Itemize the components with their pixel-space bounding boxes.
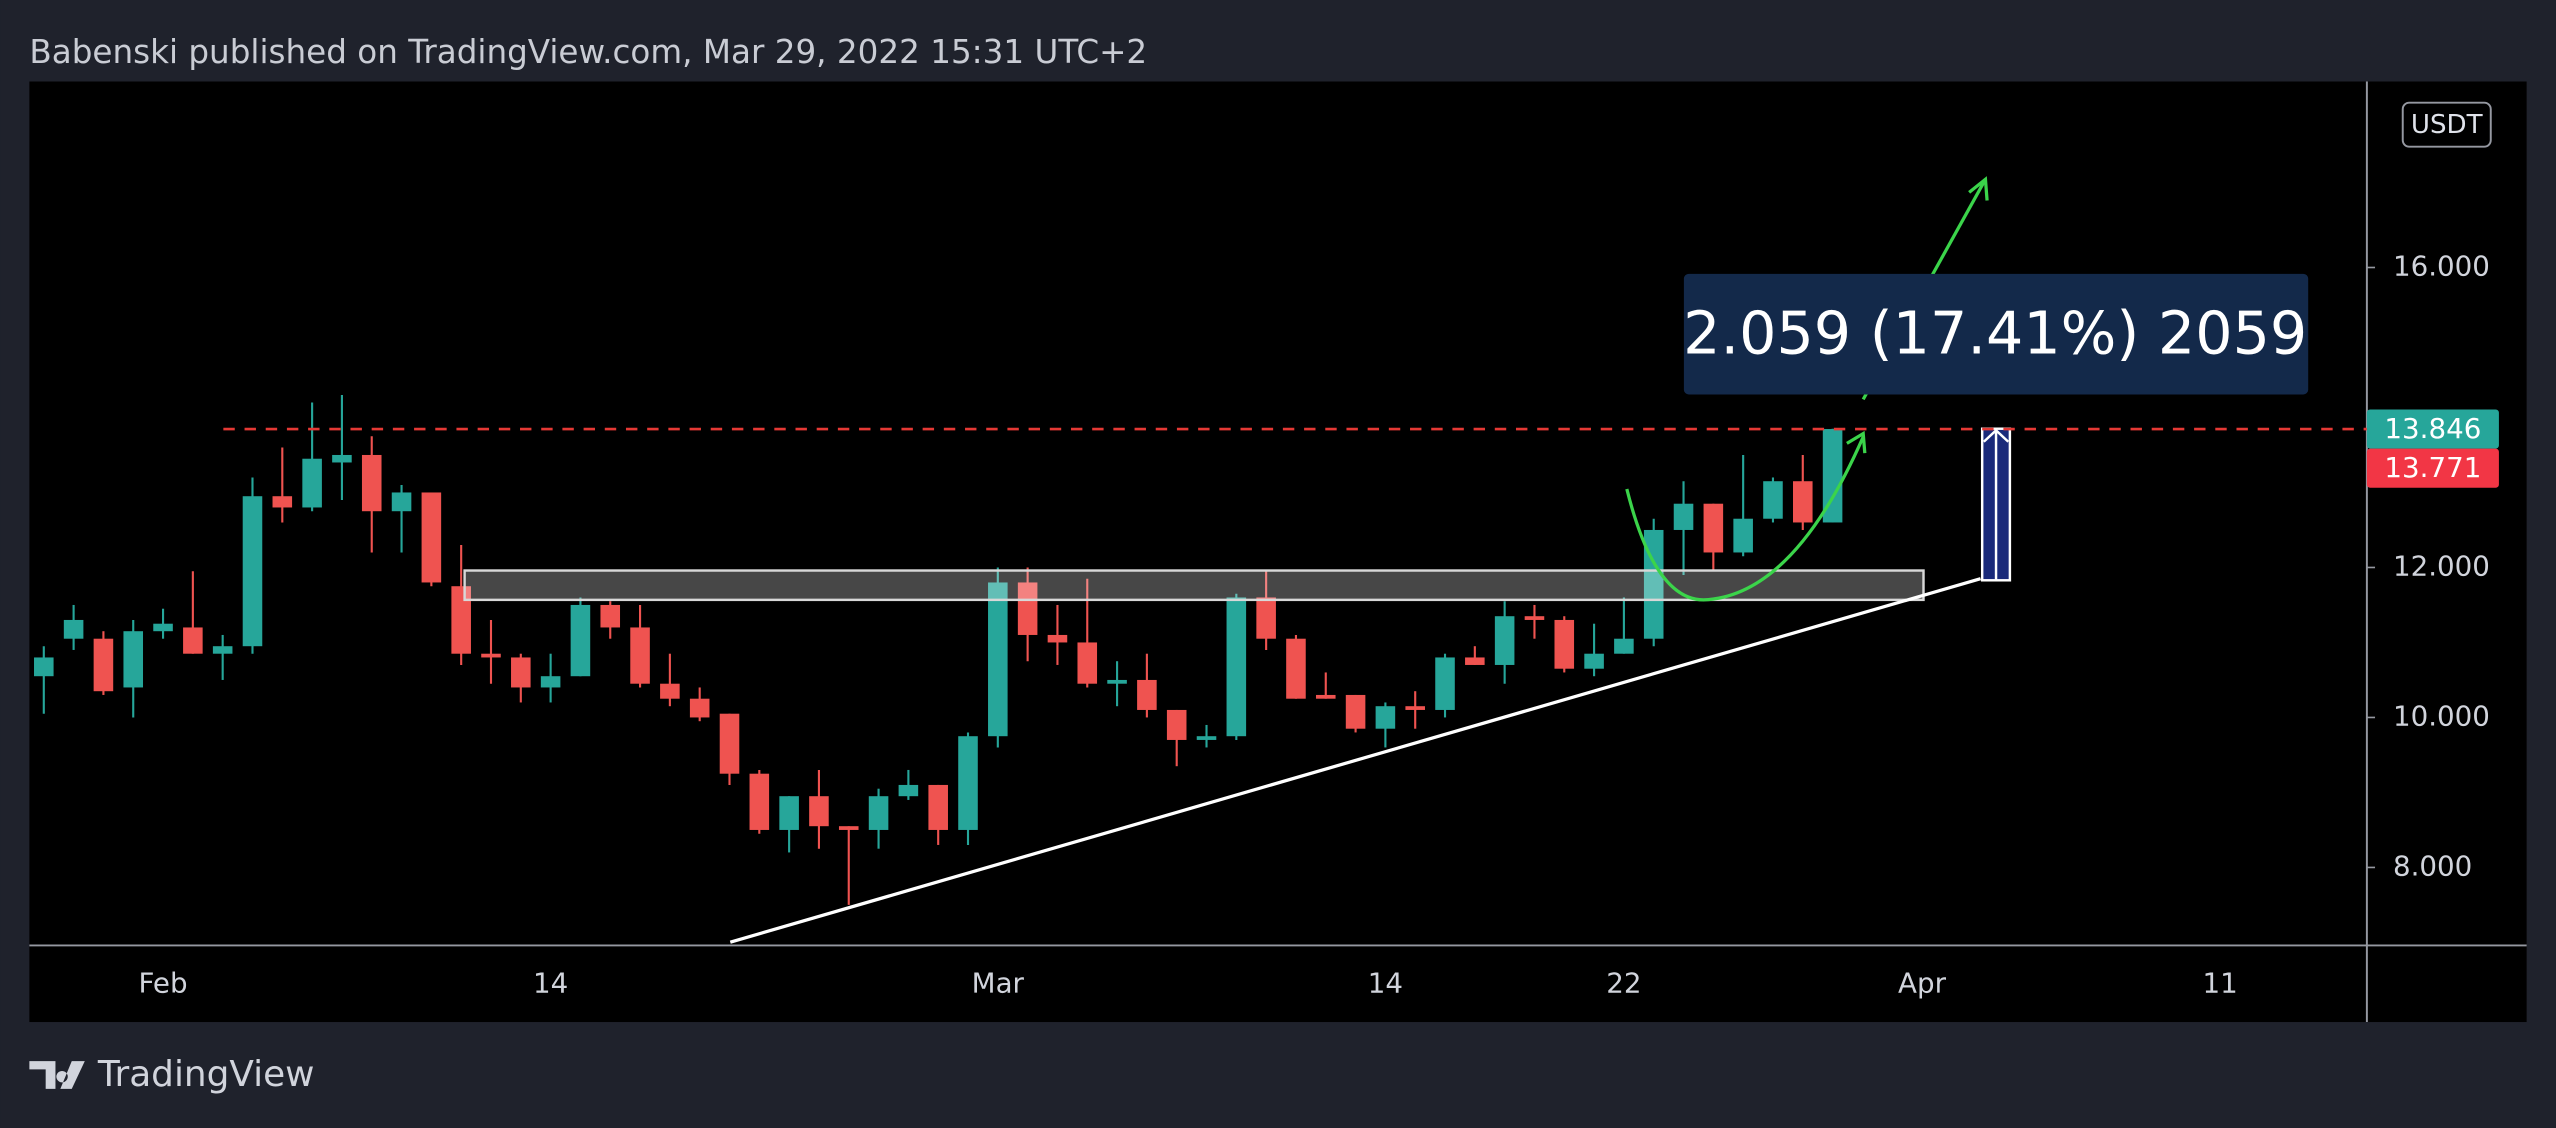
candle-body bbox=[1107, 679, 1127, 684]
candle-body bbox=[421, 492, 442, 583]
candle-body bbox=[1584, 653, 1604, 669]
candle-body bbox=[988, 582, 1008, 737]
price-tag-label: 13.846 bbox=[2384, 412, 2481, 445]
y-tick-label: 16.000 bbox=[2393, 249, 2490, 282]
candle-body bbox=[1166, 709, 1187, 740]
candle-body bbox=[1822, 429, 1843, 523]
candle-body bbox=[511, 657, 531, 688]
candle-body bbox=[868, 796, 889, 830]
candle-body bbox=[1315, 694, 1336, 699]
candle-body bbox=[272, 496, 293, 508]
x-tick-label: 11 bbox=[2203, 967, 2238, 1000]
x-tick-label: 14 bbox=[533, 967, 568, 1000]
curve-head bbox=[1846, 430, 1867, 454]
currency-box bbox=[2401, 101, 2492, 148]
candle-body bbox=[1375, 706, 1396, 729]
candle-body bbox=[1077, 642, 1098, 684]
candle-body bbox=[212, 646, 233, 654]
candle-body bbox=[183, 627, 203, 654]
candle-body bbox=[1494, 616, 1515, 665]
candle-body bbox=[1733, 518, 1753, 553]
candle-body bbox=[1793, 481, 1813, 523]
candle-body bbox=[1226, 597, 1247, 737]
candle-body bbox=[570, 604, 591, 677]
y-tick-label: 12.000 bbox=[2393, 549, 2490, 582]
candle-body bbox=[1465, 657, 1485, 665]
measure-label: 2.059 (17.41%) 2059 bbox=[1683, 300, 2307, 368]
candle-body bbox=[1017, 582, 1038, 635]
candle-body bbox=[898, 784, 919, 797]
currency: USDT bbox=[2411, 110, 2483, 140]
candle-body bbox=[302, 458, 322, 508]
candle-body bbox=[361, 454, 382, 512]
price-tag bbox=[2366, 448, 2499, 488]
candle-body bbox=[1763, 481, 1783, 519]
y-tick-label: 10.000 bbox=[2393, 699, 2490, 732]
measure-arrow bbox=[1982, 428, 2010, 581]
candle-body bbox=[809, 796, 829, 827]
candle-body bbox=[1345, 694, 1366, 729]
candle-body bbox=[1256, 597, 1276, 639]
measure-box bbox=[1683, 273, 2309, 395]
price-tag bbox=[2366, 409, 2499, 449]
y-tick-label: 8.000 bbox=[2393, 849, 2472, 882]
brand: TradingView bbox=[97, 1054, 315, 1095]
candle-body bbox=[332, 454, 352, 463]
candle-body bbox=[242, 496, 263, 647]
candle-body bbox=[630, 627, 650, 684]
candle-body bbox=[153, 623, 173, 632]
x-tick-label: Mar bbox=[972, 967, 1025, 1000]
candle-body bbox=[34, 657, 54, 677]
plot bbox=[34, 394, 1843, 905]
curve bbox=[1625, 436, 1865, 602]
candle-body bbox=[451, 586, 471, 654]
candle-body bbox=[1137, 679, 1157, 710]
candle-body bbox=[719, 713, 740, 774]
logo-mark bbox=[29, 1061, 85, 1089]
candle-body bbox=[660, 683, 680, 699]
candle-body bbox=[1047, 634, 1068, 643]
candle-body bbox=[123, 631, 144, 688]
candle-body bbox=[93, 638, 114, 692]
candle-body bbox=[1673, 503, 1694, 530]
candle-body bbox=[838, 826, 859, 830]
candle-body bbox=[779, 796, 799, 830]
candle-body bbox=[1554, 619, 1575, 669]
candle-body bbox=[1703, 503, 1724, 553]
candle-body bbox=[540, 676, 561, 688]
support-zone bbox=[463, 569, 1925, 602]
x-tick-label: 14 bbox=[1368, 967, 1403, 1000]
candle-body bbox=[481, 653, 501, 658]
trend-line bbox=[729, 577, 1982, 944]
logo: TradingView bbox=[29, 1054, 315, 1095]
candle-body bbox=[928, 784, 948, 830]
candle-body bbox=[689, 698, 710, 718]
candle-body bbox=[1405, 706, 1425, 710]
drawings: 2.059 (17.41%) 2059 bbox=[463, 176, 2309, 944]
candle-body bbox=[391, 492, 412, 512]
candle-body bbox=[600, 604, 621, 628]
x-tick-label: 22 bbox=[1606, 967, 1641, 1000]
header: Babenski published on TradingView.com, M… bbox=[29, 33, 1147, 71]
price-tag-label: 13.771 bbox=[2384, 451, 2481, 484]
x-tick-label: Feb bbox=[139, 967, 188, 1000]
x-tick-label: Apr bbox=[1898, 967, 1947, 1000]
candle-body bbox=[958, 736, 978, 830]
candle-body bbox=[1614, 638, 1634, 654]
candle-body bbox=[1196, 736, 1217, 740]
candle-body bbox=[1643, 529, 1664, 639]
target-arrow-head bbox=[1968, 176, 1989, 201]
candle-body bbox=[63, 619, 84, 639]
candle-body bbox=[1524, 616, 1545, 620]
chart-pane bbox=[29, 81, 2527, 1023]
candle-body bbox=[1435, 657, 1455, 710]
candle-body bbox=[1286, 638, 1306, 699]
candle-body bbox=[749, 773, 770, 830]
